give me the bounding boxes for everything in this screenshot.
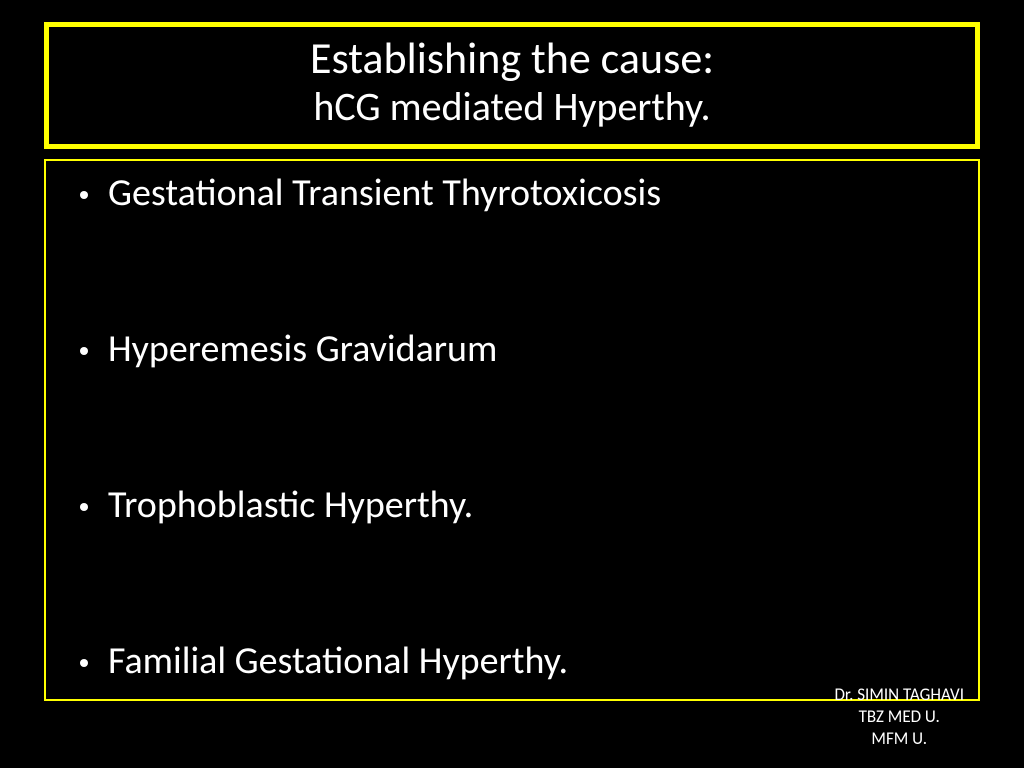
- content-box: Gestational Transient Thyrotoxicosis Hyp…: [44, 159, 980, 701]
- list-item: Familial Gestational Hyperthy.: [66, 639, 958, 685]
- slide: Establishing the cause: hCG mediated Hyp…: [0, 0, 1024, 768]
- title-line-1: Establishing the cause:: [61, 33, 963, 84]
- list-item: Gestational Transient Thyrotoxicosis: [66, 171, 958, 217]
- title-line-2: hCG mediated Hyperthy.: [61, 84, 963, 130]
- footer-line-2: TBZ MED U.: [834, 706, 964, 728]
- bullet-icon: [80, 347, 88, 355]
- bullet-text: Hyperemesis Gravidarum: [108, 327, 497, 373]
- title-box: Establishing the cause: hCG mediated Hyp…: [44, 22, 980, 149]
- bullet-icon: [80, 659, 88, 667]
- footer-attribution: Dr. SIMIN TAGHAVI TBZ MED U. MFM U.: [834, 684, 964, 750]
- footer-line-1: Dr. SIMIN TAGHAVI: [834, 684, 964, 706]
- list-item: Trophoblastic Hyperthy.: [66, 483, 958, 529]
- bullet-icon: [80, 191, 88, 199]
- bullet-text: Familial Gestational Hyperthy.: [108, 639, 568, 685]
- bullet-text: Trophoblastic Hyperthy.: [108, 483, 473, 529]
- list-item: Hyperemesis Gravidarum: [66, 327, 958, 373]
- bullet-icon: [80, 503, 88, 511]
- footer-line-3: MFM U.: [834, 728, 964, 750]
- bullet-text: Gestational Transient Thyrotoxicosis: [108, 171, 661, 217]
